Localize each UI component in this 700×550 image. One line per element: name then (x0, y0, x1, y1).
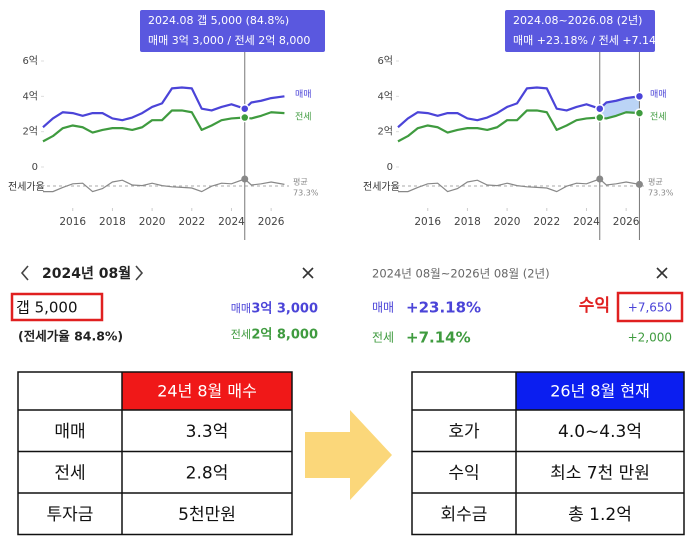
y-tick-label: 0 (32, 162, 38, 173)
average-value: 73.3% (293, 189, 319, 198)
average-label: 평균 (293, 177, 308, 187)
profit-label: 수익 (579, 296, 610, 316)
jeonse-gain: +2,000 (628, 331, 672, 345)
row-value: 2억 8,000 (251, 328, 318, 343)
table-header (122, 372, 292, 410)
table-cell: 5천만원 (178, 505, 236, 525)
point-marker (241, 175, 249, 183)
y-tick-label: 2억 (377, 126, 393, 138)
ratio-label: 전세가율 (8, 181, 45, 193)
x-tick-label: 2022 (533, 216, 560, 228)
point-marker (595, 112, 605, 123)
row-label: 매매 (372, 301, 394, 315)
row-value: +23.18% (406, 299, 481, 317)
y-tick-label: 2억 (22, 126, 38, 138)
next-month[interactable] (135, 265, 144, 281)
legend-label: 매매 (295, 89, 312, 100)
x-tick-label: 2024 (218, 216, 245, 228)
table-header-text: 26년 8월 현재 (550, 382, 650, 401)
table-cell: 수익 (448, 463, 479, 483)
table-cell: 3.3억 (186, 422, 229, 442)
legend-label: 매매 (650, 89, 667, 100)
x-tick-label: 2018 (454, 216, 481, 228)
point-marker (596, 175, 604, 183)
tooltip-text: 매매 3억 3,000 / 전세 2억 8,000 (148, 34, 310, 47)
tooltip-text: 2024.08 갭 5,000 (84.8%) (148, 14, 289, 27)
row-value: 3억 3,000 (251, 302, 318, 317)
prev-month[interactable] (20, 265, 29, 281)
close-button[interactable] (656, 267, 668, 279)
chart: 6억 4억 2억 0 2016 2018 2020 2022 2024 2026 전세가율 평균 73.… (8, 10, 325, 240)
y-tick-label: 6억 (377, 55, 393, 67)
row-value: +7.14% (406, 329, 471, 347)
legend-label: 전세 (650, 112, 667, 123)
row-label: 매매 (231, 302, 251, 315)
point-marker (634, 91, 645, 102)
x-tick-label: 2022 (178, 216, 205, 228)
table-cell: 4.0~4.3억 (558, 422, 642, 442)
table-cell: 투자금 (47, 505, 94, 525)
highlight-box (10, 292, 104, 322)
arrow (305, 410, 392, 500)
tooltip (505, 10, 655, 52)
table-cell: 매매 (54, 422, 85, 442)
x-tick-label: 2024 (573, 216, 600, 228)
table-cell: 2.8억 (186, 463, 229, 483)
ratio-value: (전세가율 84.8%) (18, 329, 123, 344)
gap-value: 갭 5,000 (16, 299, 78, 317)
highlight-box (616, 291, 684, 323)
point-marker (240, 103, 250, 114)
point-marker (240, 112, 250, 123)
x-tick-label: 2016 (59, 216, 86, 228)
average-label: 평균 (648, 177, 663, 187)
legend-label: 전세 (295, 112, 312, 123)
chart: 6억 4억 2억 0 2016 2018 2020 2022 2024 2026 전세가율 평균 73.… (363, 10, 674, 240)
table-cell: 총 1.2억 (568, 505, 632, 525)
x-tick-label: 2016 (414, 216, 441, 228)
x-tick-label: 2026 (258, 216, 285, 228)
range-fill (599, 96, 640, 119)
point-marker (634, 108, 645, 118)
tooltip (140, 10, 325, 52)
x-tick-label: 2018 (99, 216, 126, 228)
y-tick-label: 0 (387, 162, 393, 173)
average-value: 73.3% (648, 189, 674, 198)
y-tick-label: 4억 (377, 90, 393, 102)
table-header-text: 24년 8월 매수 (157, 382, 257, 401)
ratio-line (42, 178, 285, 193)
ratio-line (397, 178, 640, 193)
x-tick-label: 2020 (139, 216, 166, 228)
period-label: 2024년 08월~2026년 08월 (2년) (372, 267, 550, 281)
tooltip-text: 2024.08~2026.08 (2년) (513, 14, 642, 27)
table-cell: 전세 (54, 463, 85, 483)
point-marker (595, 103, 605, 114)
table-header (516, 372, 684, 410)
point-marker (635, 180, 643, 188)
close-button[interactable] (302, 267, 314, 279)
ratio-label: 전세가율 (363, 181, 400, 193)
table-cell: 최소 7천 만원 (550, 463, 650, 483)
table-border (17, 371, 293, 536)
y-tick-label: 6억 (22, 55, 38, 67)
row-label: 전세 (372, 331, 394, 345)
x-tick-label: 2020 (494, 216, 521, 228)
profit-value: +7,650 (628, 301, 672, 315)
table-cell: 회수금 (441, 505, 488, 525)
row-label: 전세 (231, 328, 251, 341)
y-tick-label: 4억 (22, 90, 38, 102)
tooltip-text: 매매 +23.18% / 전세 +7.14% (513, 34, 667, 47)
table-border (411, 371, 685, 536)
table-cell: 호가 (448, 422, 480, 442)
month-label: 2024년 08월 (42, 265, 131, 282)
x-tick-label: 2026 (613, 216, 640, 228)
